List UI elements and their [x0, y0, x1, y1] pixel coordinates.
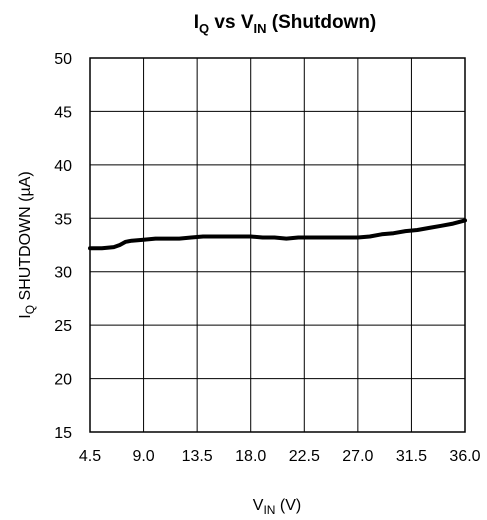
x-tick-label: 13.5	[182, 448, 213, 465]
y-tick-label: 30	[54, 265, 72, 282]
x-tick-label: 36.0	[449, 448, 480, 465]
y-tick-label: 50	[54, 51, 72, 68]
x-tick-labels: 4.5 9.0 13.5 18.0 22.5 27.0 31.5 36.0	[79, 448, 481, 465]
y-axis-label: IQ SHUTDOWN (µA)	[17, 171, 37, 318]
y-tick-label: 40	[54, 158, 72, 175]
y-tick-label: 45	[54, 104, 72, 121]
grid	[90, 58, 465, 432]
y-tick-label: 20	[54, 372, 72, 389]
series-line-0	[88, 218, 467, 251]
x-tick-label: 27.0	[342, 448, 373, 465]
y-tick-labels: 15 20 25 30 35 40 45 50	[54, 51, 72, 442]
x-tick-label: 31.5	[396, 448, 427, 465]
x-axis-label: VIN (V)	[253, 497, 301, 517]
x-tick-label: 18.0	[235, 448, 266, 465]
chart-title: IQ vs VIN (Shutdown)	[194, 12, 377, 36]
x-tick-label: 22.5	[289, 448, 320, 465]
y-tick-label: 25	[54, 318, 72, 335]
y-tick-label: 15	[54, 425, 72, 442]
series-layer	[88, 218, 467, 251]
x-tick-label: 4.5	[79, 448, 101, 465]
y-tick-label: 35	[54, 211, 72, 228]
x-tick-label: 9.0	[132, 448, 154, 465]
plot-frame	[89, 57, 466, 433]
